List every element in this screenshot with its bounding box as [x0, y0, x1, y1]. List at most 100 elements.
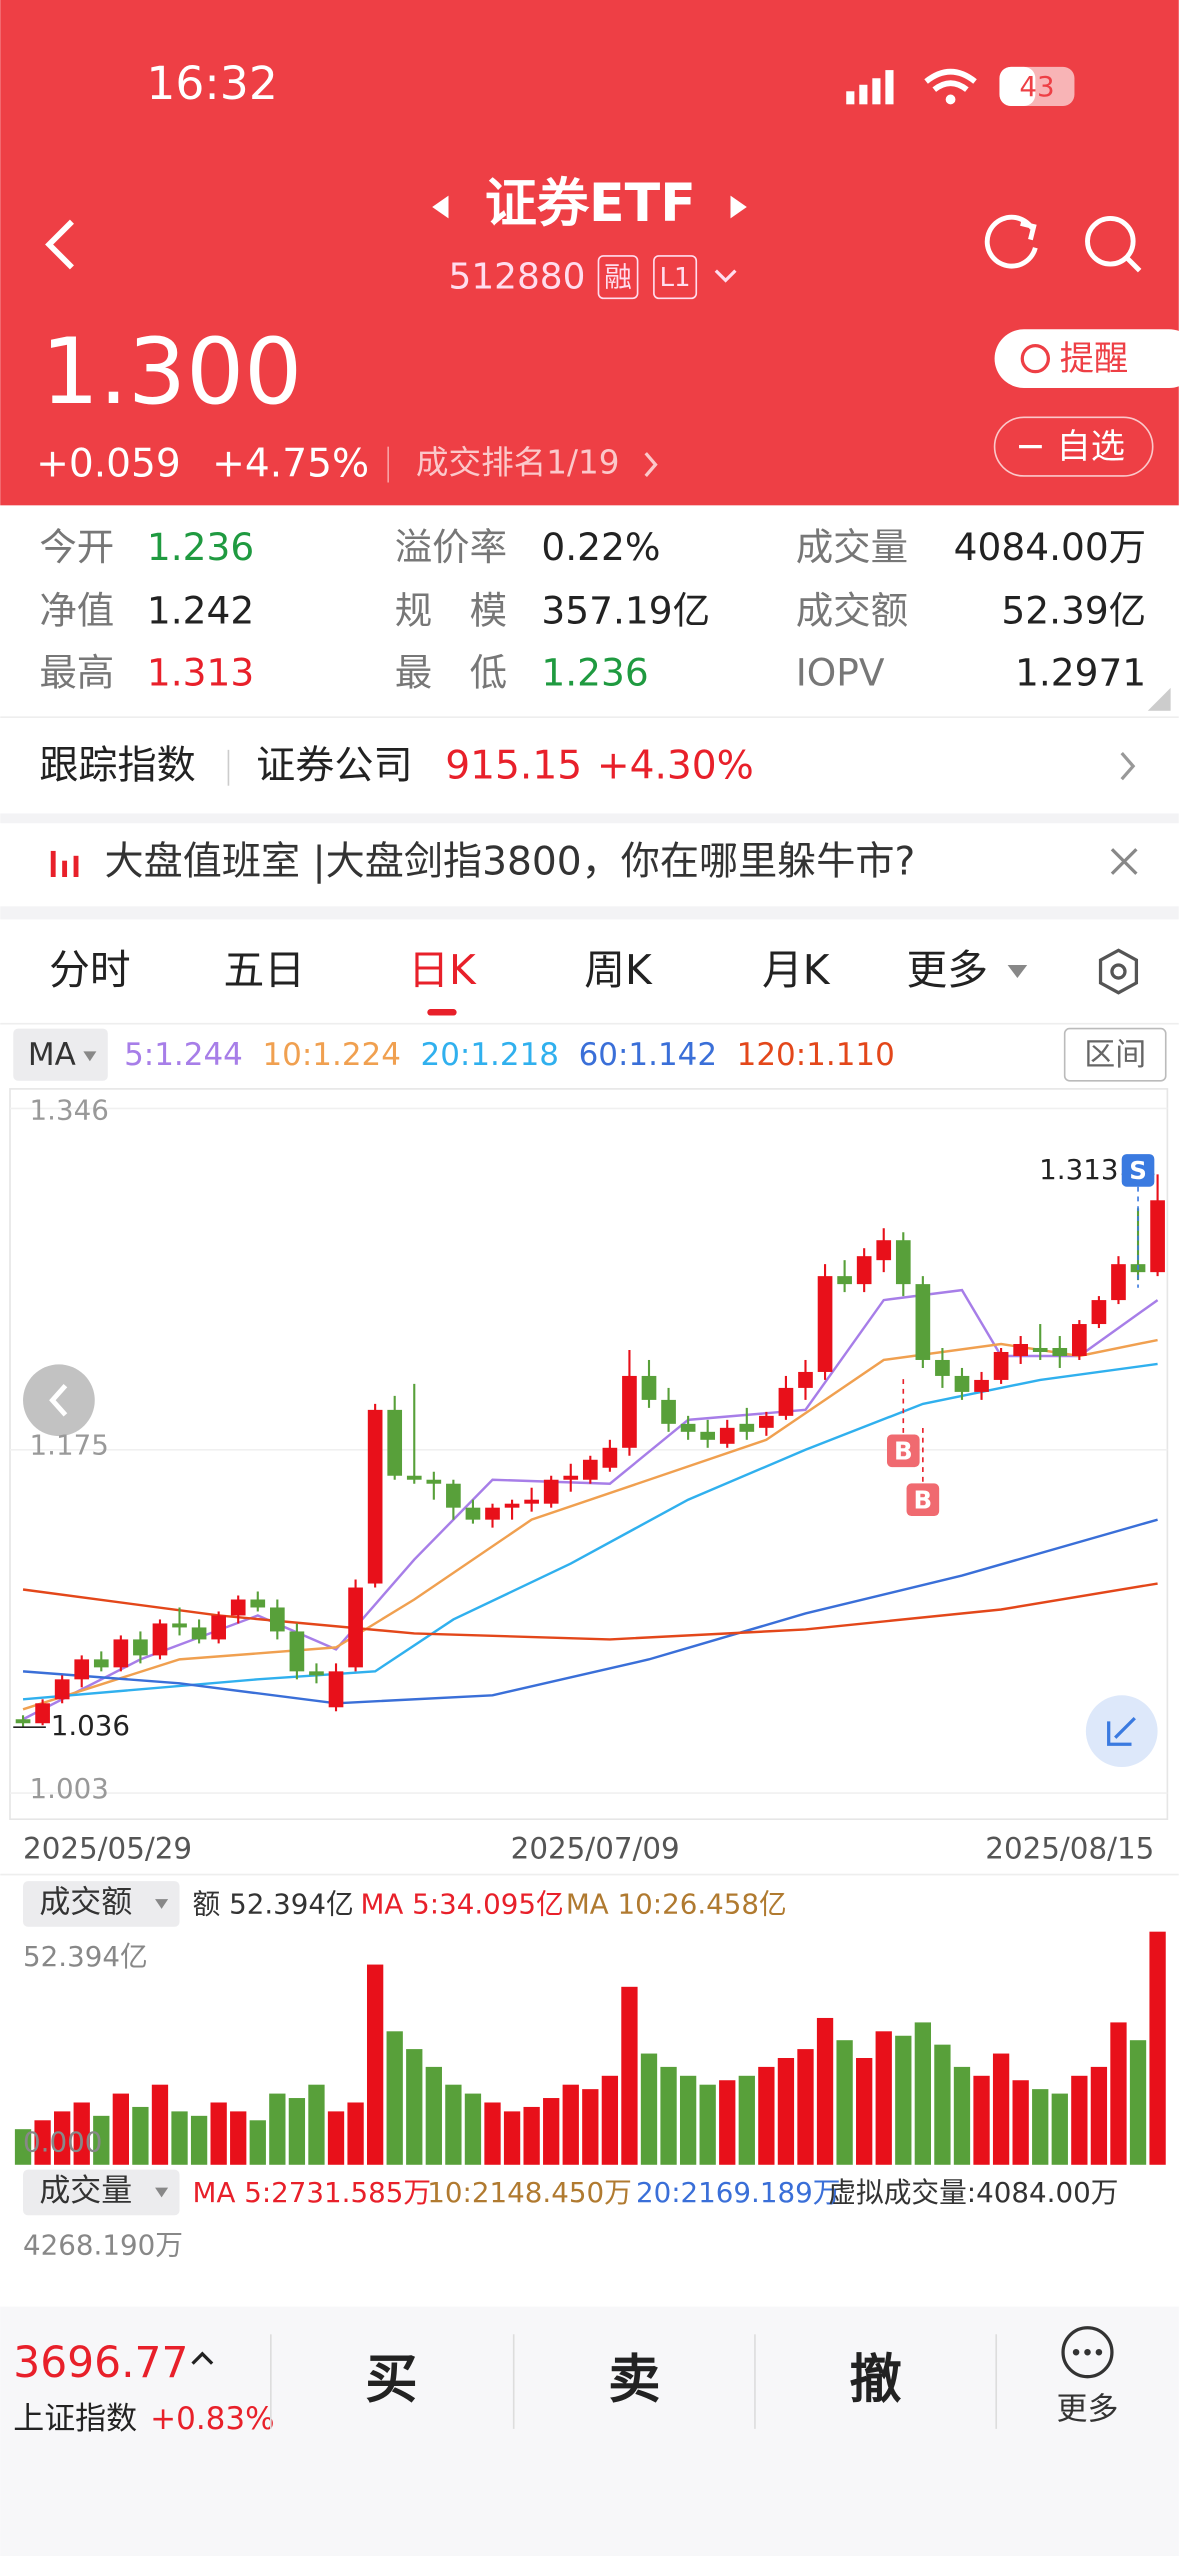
- volume-bar: [406, 2049, 423, 2165]
- prev-arrow[interactable]: [432, 195, 449, 219]
- volume-bar: [758, 2066, 775, 2165]
- volume-bar: [1090, 2066, 1108, 2165]
- candle-body: [1072, 1324, 1087, 1356]
- buy-button[interactable]: 买: [365, 2350, 417, 2410]
- y-tick-label: 1.003: [30, 1772, 109, 1805]
- tab-active[interactable]: 日K: [408, 946, 477, 994]
- indicator-box[interactable]: [13, 1028, 108, 1081]
- candle-body: [837, 1276, 852, 1285]
- candle-body: [1052, 1347, 1068, 1356]
- more-text[interactable]: 更多: [1057, 2391, 1119, 2427]
- tab[interactable]: 月K: [762, 946, 831, 994]
- status-time: 16:32: [146, 57, 277, 110]
- turnover-top-label: 4268.190万: [23, 2228, 183, 2261]
- close-icon[interactable]: [1110, 848, 1138, 875]
- ma-legend: 20:1.218: [421, 1037, 560, 1073]
- candle-body: [250, 1599, 266, 1608]
- volume-bar: [1129, 2040, 1147, 2165]
- chevron: [1120, 752, 1136, 781]
- dropdown-icon[interactable]: [714, 269, 737, 283]
- stat-value: 4084.00万: [954, 525, 1146, 569]
- tab[interactable]: 五日: [224, 946, 306, 994]
- candle-body: [54, 1679, 70, 1700]
- next-arrow[interactable]: [730, 195, 747, 219]
- tab[interactable]: 分时: [49, 946, 131, 994]
- candle-body: [367, 1409, 383, 1584]
- candle-body: [719, 1427, 735, 1444]
- marker: B: [914, 1485, 933, 1514]
- stat-label: 成交额: [796, 588, 908, 632]
- volume-bar: [738, 2075, 755, 2165]
- volume-bar: [249, 2120, 266, 2165]
- rank[interactable]: 成交排名1/19: [416, 444, 620, 482]
- ma-legend: 10:1.224: [262, 1037, 401, 1073]
- ma-line: [22, 1338, 1158, 1711]
- volume-bar: [660, 2066, 677, 2165]
- chevron: [49, 1383, 68, 1417]
- change: +0.059: [36, 442, 181, 487]
- separator-band: [0, 906, 1179, 920]
- stat-value: 1.236: [147, 525, 254, 569]
- candle-body: [426, 1479, 442, 1484]
- tracking-index[interactable]: 证券公司: [256, 743, 412, 788]
- candle-body: [661, 1399, 676, 1424]
- volume-bar: [895, 2035, 912, 2165]
- tab[interactable]: 更多: [907, 946, 989, 994]
- marker: S: [1129, 1156, 1147, 1185]
- cancel-button[interactable]: 撤: [850, 2350, 902, 2410]
- search-icon[interactable]: [1085, 215, 1136, 267]
- candle-body: [543, 1479, 559, 1504]
- volume-bar: [132, 2106, 149, 2165]
- tracking-pct: +4.30%: [597, 743, 754, 788]
- remind-button[interactable]: [994, 329, 1179, 388]
- virtual-volume[interactable]: 虚拟成交量:4084.00万: [828, 2176, 1118, 2209]
- ma-line: [22, 1362, 1158, 1701]
- more-icon[interactable]: [1061, 2326, 1114, 2379]
- high-mark-label: 1.313: [1039, 1153, 1118, 1186]
- candle-body: [817, 1276, 833, 1372]
- stat-label: 成交量: [796, 525, 908, 569]
- candle-body: [211, 1615, 226, 1640]
- candle-body: [524, 1499, 539, 1504]
- stat-value: 1.242: [147, 588, 254, 632]
- candle-body: [778, 1387, 794, 1416]
- settings-icon[interactable]: [1098, 948, 1139, 995]
- back-button[interactable]: [45, 219, 74, 270]
- volume-bar: [679, 2075, 697, 2165]
- index-value[interactable]: 3696.77: [13, 2338, 188, 2387]
- wifi-dot: [945, 94, 956, 105]
- candle-body: [935, 1359, 950, 1376]
- candle-body: [465, 1507, 481, 1520]
- range-button[interactable]: [1063, 1027, 1167, 1082]
- expand-corner[interactable]: [1147, 687, 1171, 711]
- volume-bar: [425, 2066, 442, 2165]
- candle-body: [700, 1431, 716, 1440]
- candle-body: [446, 1483, 461, 1508]
- volume-bar: [386, 2031, 403, 2165]
- sell-button[interactable]: 卖: [608, 2350, 660, 2410]
- candle-body: [856, 1256, 872, 1285]
- watchlist-text: 自选: [1057, 427, 1125, 467]
- tracking-label: 跟踪指数: [39, 743, 195, 788]
- panel-box[interactable]: [23, 2169, 180, 2216]
- ma-legend: 120:1.110: [737, 1037, 895, 1073]
- watchlist-button[interactable]: [993, 416, 1154, 477]
- candle-body: [485, 1507, 500, 1520]
- news-text[interactable]: 大盘值班室 |大盘剑指3800，你在哪里躲牛市?: [105, 839, 916, 884]
- tab-underline: [427, 1009, 457, 1016]
- volume-bar: [523, 2106, 540, 2165]
- stat-label: 净值: [39, 588, 114, 632]
- date-label: 2025/05/29: [23, 1832, 192, 1866]
- volume-bar: [445, 2084, 462, 2165]
- refresh-icon[interactable]: [984, 214, 1038, 269]
- tab[interactable]: 周K: [584, 946, 653, 994]
- panel-box[interactable]: [23, 1881, 180, 1927]
- y-tick-label: 1.346: [30, 1094, 109, 1127]
- stat-value: 0.22%: [541, 525, 660, 569]
- date-label: 2025/08/15: [985, 1832, 1154, 1866]
- volume-bar: [601, 2075, 619, 2165]
- collapse-button[interactable]: [23, 1364, 95, 1437]
- volume-bar: [640, 2053, 658, 2165]
- stat-value: 1.236: [541, 650, 648, 694]
- tracking-value: 915.15: [445, 743, 582, 788]
